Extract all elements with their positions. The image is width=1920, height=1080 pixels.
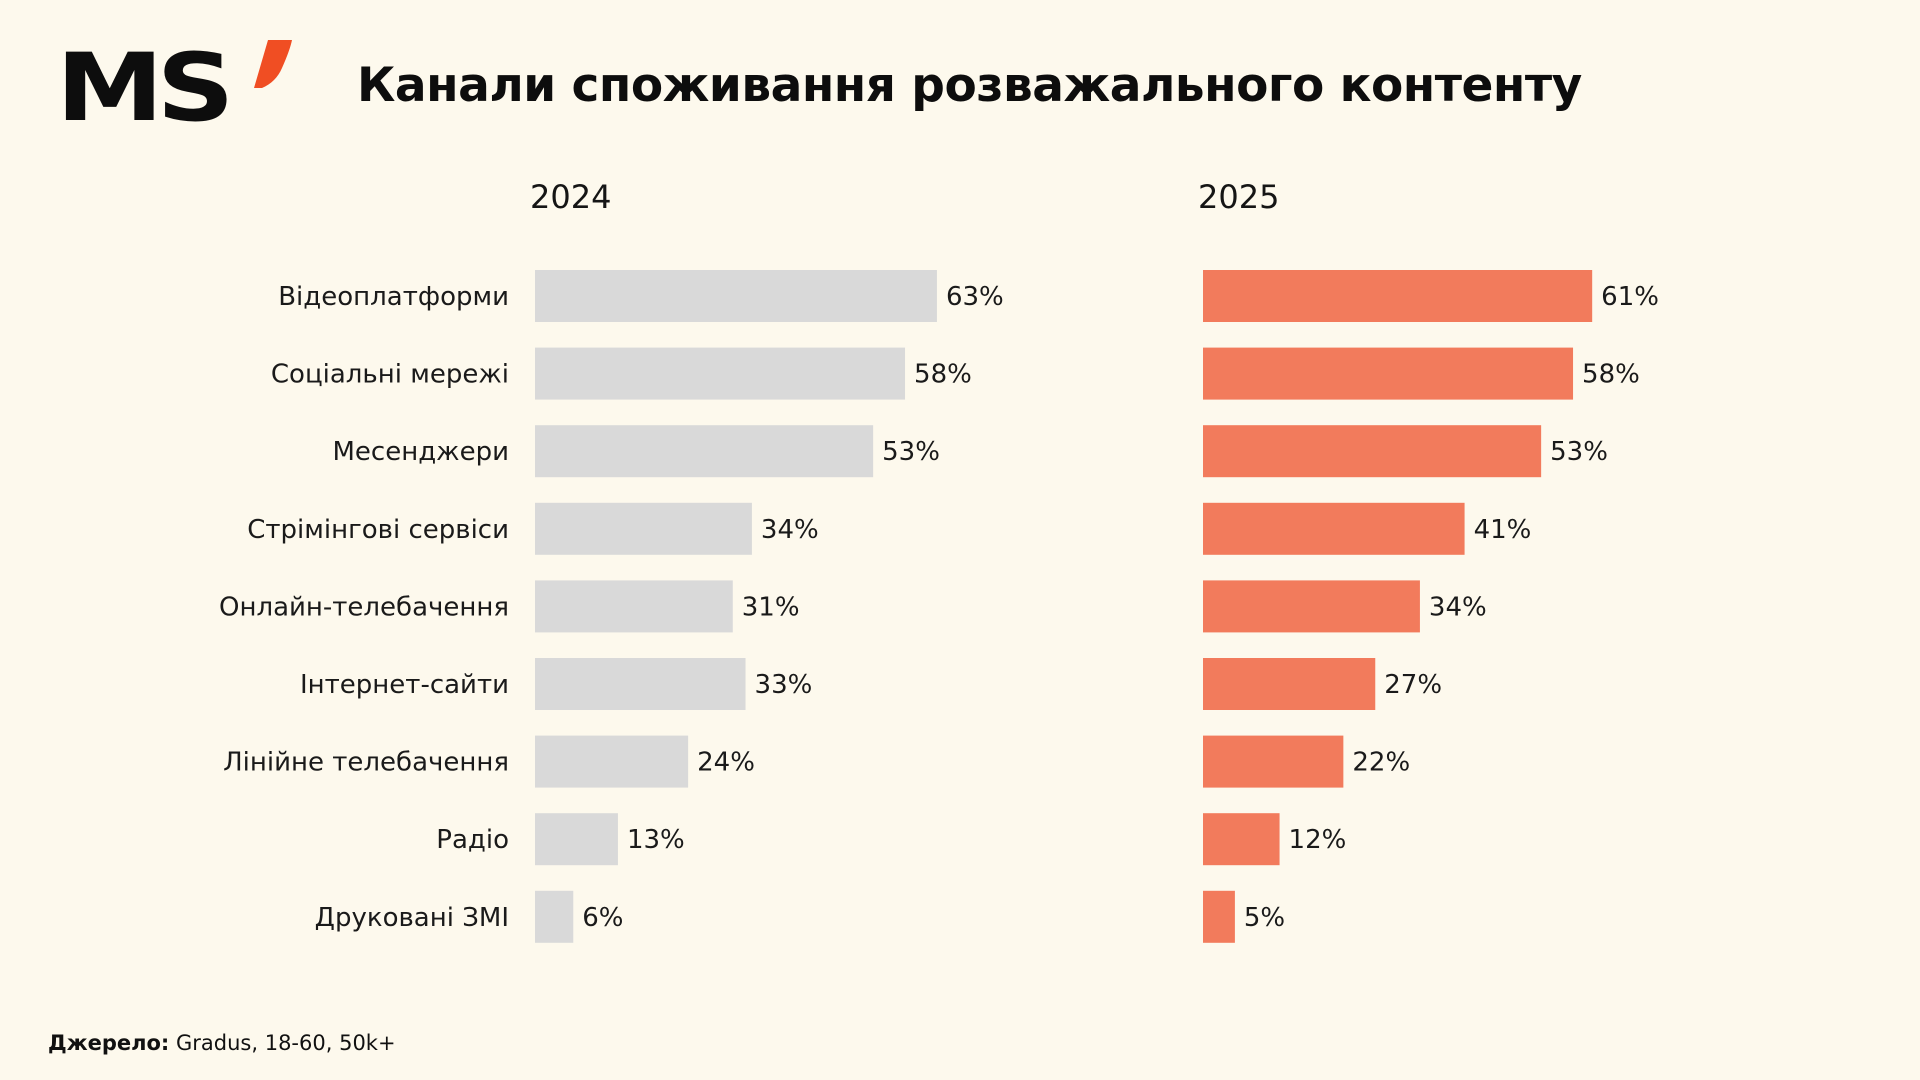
value-label-2025-8: 5% xyxy=(1244,903,1285,933)
source-value: Gradus, 18-60, 50k+ xyxy=(169,1031,396,1055)
page-title: Канали споживання розважального контенту xyxy=(357,58,1582,113)
category-label: Радіо xyxy=(436,825,509,855)
bar-2025-7 xyxy=(1203,813,1280,866)
value-label-2025-4: 34% xyxy=(1429,592,1487,622)
value-label-2025-0: 61% xyxy=(1601,282,1659,312)
value-label-2025-5: 27% xyxy=(1384,670,1442,700)
bar-2025-5 xyxy=(1203,658,1376,710)
bar-2024-7 xyxy=(535,813,618,866)
bar-2024-4 xyxy=(535,580,733,633)
bar-2025-2 xyxy=(1203,425,1542,478)
category-label: Стрімінгові сервіси xyxy=(247,515,509,545)
category-label: Онлайн-телебачення xyxy=(219,592,509,622)
bar-2024-1 xyxy=(535,347,906,400)
ms-logo: MS xyxy=(56,38,292,136)
category-label: Соціальні мережі xyxy=(271,360,509,390)
bar-2024-6 xyxy=(535,735,689,788)
series-title-2025: 2025 xyxy=(1198,178,1280,216)
bar-2025-3 xyxy=(1203,502,1465,555)
category-label: Друковані ЗМІ xyxy=(315,903,509,933)
logo-accent-icon xyxy=(254,40,292,88)
source-note: Джерело: Gradus, 18-60, 50k+ xyxy=(48,1031,396,1055)
category-label: Лінійне телебачення xyxy=(223,748,509,778)
value-label-2024-4: 31% xyxy=(742,592,800,622)
bar-2025-6 xyxy=(1203,735,1344,788)
source-label: Джерело: xyxy=(48,1031,170,1055)
category-label: Месенджери xyxy=(332,437,509,467)
value-label-2024-6: 24% xyxy=(697,748,755,778)
value-label-2025-2: 53% xyxy=(1550,437,1608,467)
bar-2024-8 xyxy=(535,890,574,943)
value-label-2024-5: 33% xyxy=(755,670,813,700)
bar-2025-8 xyxy=(1203,890,1235,943)
value-label-2024-0: 63% xyxy=(946,282,1004,312)
value-label-2024-1: 58% xyxy=(914,360,972,390)
bar-2024-3 xyxy=(535,502,752,555)
value-label-2025-7: 12% xyxy=(1289,825,1347,855)
bar-2024-0 xyxy=(535,270,937,322)
logo-text: MS xyxy=(56,34,235,143)
bar-2025-1 xyxy=(1203,347,1574,400)
series-title-2024: 2024 xyxy=(530,178,612,216)
value-label-2024-2: 53% xyxy=(882,437,940,467)
bar-2024-2 xyxy=(535,425,874,478)
category-label: Інтернет-сайти xyxy=(300,670,509,700)
value-label-2025-6: 22% xyxy=(1352,748,1410,778)
bar-2025-0 xyxy=(1203,270,1593,322)
value-label-2024-7: 13% xyxy=(627,825,685,855)
value-label-2024-3: 34% xyxy=(761,515,819,545)
value-label-2024-8: 6% xyxy=(582,903,623,933)
value-label-2025-3: 41% xyxy=(1474,515,1532,545)
bar-2025-4 xyxy=(1203,580,1420,633)
value-label-2025-1: 58% xyxy=(1582,360,1640,390)
category-label: Відеоплатформи xyxy=(278,282,509,312)
bar-2024-5 xyxy=(535,658,746,710)
